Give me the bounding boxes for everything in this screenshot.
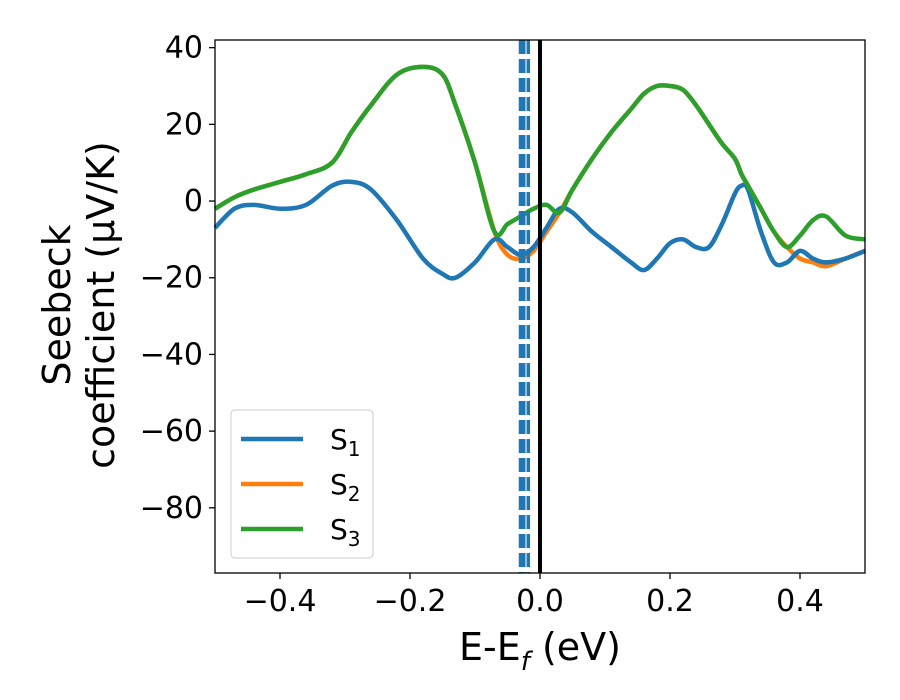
x-tick-label: −0.4 (244, 584, 317, 619)
y-tick-label: 20 (165, 107, 203, 142)
legend-label-subscript: 3 (348, 527, 361, 551)
series-layer (213, 64, 866, 281)
legend-label-base: S (330, 513, 348, 546)
legend-label-s1: S1 (330, 423, 361, 461)
vertical-lines-layer (518, 40, 542, 573)
y-axis-label: Seebeck coefficient (μV/K) (35, 141, 123, 469)
y-tick-label: 0 (184, 184, 203, 219)
legend-label-subscript: 2 (348, 482, 361, 506)
legend-label-s3: S3 (330, 513, 361, 551)
y-tick-label: −40 (140, 337, 203, 372)
x-tick-label: −0.2 (374, 584, 447, 619)
y-axis-label-line1: Seebeck (35, 224, 79, 385)
y-tick-label: −60 (140, 414, 203, 449)
ticks-layer: −0.4 −0.2 0.0 0.2 0.4 40 20 0 −20 −40 −60 −80 (140, 31, 824, 619)
x-axis-label-unit: (eV) (530, 625, 621, 669)
x-axis-label: E-Ef (eV) (459, 625, 621, 677)
series-line-s1 (213, 179, 866, 281)
legend-label-base: S (330, 423, 348, 456)
y-tick-label: −20 (140, 261, 203, 296)
legend-label-base: S (330, 468, 348, 501)
y-tick-label: 40 (165, 31, 203, 66)
series-line-s3 (213, 64, 866, 250)
legend-label-s2: S2 (330, 468, 361, 506)
x-tick-label: 0.0 (516, 584, 564, 619)
x-tick-label: 0.4 (776, 584, 824, 619)
legend-label-subscript: 1 (348, 437, 361, 461)
x-tick-label: 0.2 (646, 584, 694, 619)
y-tick-label: −80 (140, 491, 203, 526)
y-axis-label-line2: coefficient (μV/K) (79, 141, 123, 469)
